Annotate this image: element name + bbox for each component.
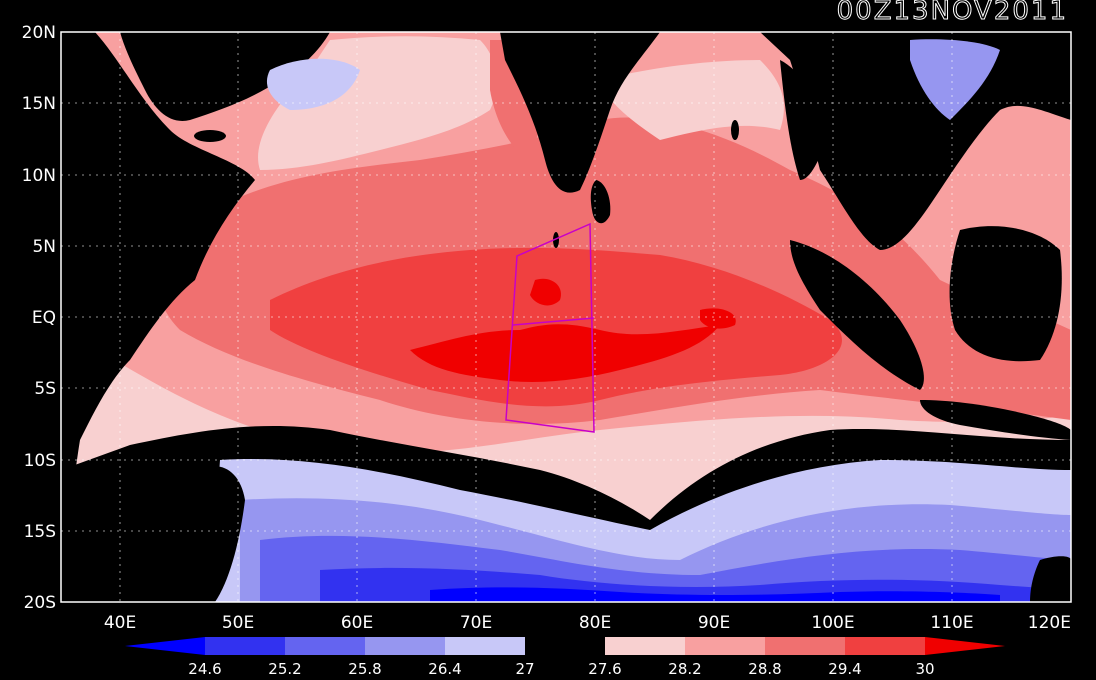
ne-pink <box>600 60 784 140</box>
land-india <box>500 32 660 193</box>
land-africa <box>61 32 255 560</box>
land-borneo <box>949 226 1062 362</box>
land-se-asia <box>760 32 1071 250</box>
colorbar-segment <box>365 637 445 655</box>
lon-tick-label: 110E <box>930 613 973 633</box>
sea-cool-ne <box>910 39 1000 120</box>
analysis-box <box>505 222 595 433</box>
lon-tick-label: 40E <box>104 613 136 633</box>
lon-tick-label: 120E <box>1028 613 1071 633</box>
colorbar-segment <box>525 637 605 655</box>
colorbar-segment <box>285 637 365 655</box>
colorbar-level-label: 27 <box>515 660 534 678</box>
colorbar-level-label: 25.2 <box>268 660 301 678</box>
lon-tick-label: 70E <box>460 613 492 633</box>
lon-tick-label: 50E <box>222 613 254 633</box>
land-srilanka <box>590 180 611 224</box>
colorbar-segment <box>765 637 845 655</box>
colorbar-segment <box>685 637 765 655</box>
colorbar-level-label: 26.4 <box>428 660 461 678</box>
lat-tick-label: 20N <box>22 23 56 43</box>
colorbar-segment <box>845 637 925 655</box>
cool-band-5 <box>430 587 1000 602</box>
colorbar-arrow-low <box>125 637 205 655</box>
lat-tick-label: 15N <box>22 94 56 114</box>
land-australia <box>1030 556 1071 602</box>
colorbar-level-label: 28.8 <box>748 660 781 678</box>
lat-tick-label: 5S <box>34 379 56 399</box>
colorbar-segment <box>605 637 685 655</box>
land-socotra <box>194 130 226 142</box>
colorbar-level-label: 24.6 <box>188 660 221 678</box>
lon-axis: 40E 50E 60E 70E 80E 90E 100E 110E 120E <box>104 613 1071 633</box>
timestamp-label: 00Z13NOV2011 <box>836 0 1068 27</box>
lon-tick-label: 100E <box>811 613 854 633</box>
lon-tick-label: 80E <box>579 613 611 633</box>
lat-tick-label: 10S <box>24 451 56 471</box>
colorbar-segment <box>445 637 525 655</box>
lat-axis: 20N 15N 10N 5N EQ 5S 10S 15S 20S <box>22 23 56 613</box>
colorbar-level-label: 25.8 <box>348 660 381 678</box>
lat-tick-label: 20S <box>24 593 56 613</box>
colorbar-level-label: 29.4 <box>828 660 861 678</box>
warm-band-3 <box>410 324 720 382</box>
colorbar-arrow-high <box>925 637 1005 655</box>
colorbar-level-label: 30 <box>915 660 934 678</box>
land-maldives <box>553 232 559 248</box>
colorbar-level-label: 27.6 <box>588 660 621 678</box>
land-sumatra <box>790 240 924 390</box>
gulf-cool <box>266 58 360 110</box>
plot-frame <box>60 31 1072 603</box>
lat-tick-label: 10N <box>22 166 56 186</box>
lon-tick-label: 60E <box>341 613 373 633</box>
land-java <box>920 400 1071 440</box>
colorbar: 24.6 25.2 25.8 26.4 27 27.6 28.2 28.8 29… <box>125 637 1005 678</box>
land-bay-east <box>780 60 830 180</box>
land-arabia <box>120 32 330 121</box>
lat-tick-label: 15S <box>24 522 56 542</box>
lat-tick-label: 5N <box>32 237 56 257</box>
colorbar-level-label: 28.2 <box>668 660 701 678</box>
land-andaman <box>731 120 739 140</box>
colorbar-segment <box>205 637 285 655</box>
land-madagascar <box>178 466 245 602</box>
warm-spot-1 <box>530 278 561 306</box>
graticule <box>61 32 1071 602</box>
lon-tick-label: 90E <box>698 613 730 633</box>
warm-spot-2 <box>700 308 736 329</box>
lat-tick-label: EQ <box>32 308 56 328</box>
